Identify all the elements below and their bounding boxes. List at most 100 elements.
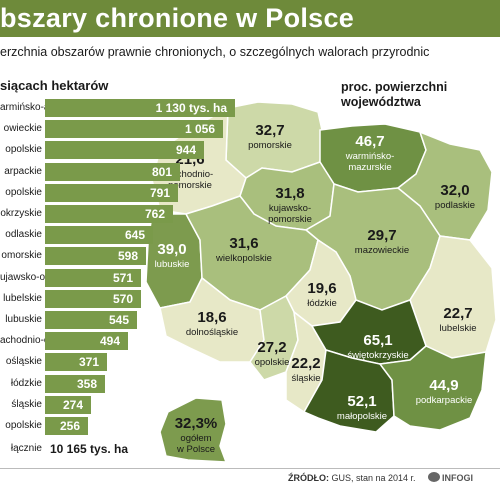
bar: 358 [45, 374, 105, 393]
bar-label: opolskie [5, 144, 42, 156]
bar-label: śląskie [11, 398, 42, 410]
bar-value-label: 570 [112, 291, 133, 306]
bar-row: achodnio-omorskie 494 [0, 331, 240, 351]
bar-value-label: 762 [144, 207, 165, 221]
bar-label: okrzyskie [0, 208, 42, 219]
bar-row: owieckie 1 056 [0, 119, 240, 139]
bar-value-label: 545 [108, 313, 129, 327]
region-name-total: w Polsce [176, 444, 215, 455]
bar-row: armińsko-azurskie 1 130 tys. ha [0, 98, 240, 118]
region-value-kujawsko: 31,8 [275, 185, 304, 202]
footer-divider [0, 468, 500, 469]
bar: 256 [45, 417, 88, 435]
bar-row: ujawsko-omorskie 571 [0, 268, 240, 288]
region-podkarpackie [378, 345, 487, 431]
bar-label: owieckie [3, 123, 42, 135]
map-legend-line-1: proc. powierzchni [341, 80, 448, 94]
region-name-warminsko: mazurskie [348, 162, 391, 173]
region-value-total: 32,3% [175, 415, 218, 432]
bar-label: opolskie [5, 420, 42, 431]
bar: 570 [45, 289, 141, 308]
region-name-malopolskie: małopolskie [337, 411, 387, 422]
bar: 645 [45, 226, 153, 245]
bar-row: opolskie 791 [0, 183, 240, 203]
page-title: bszary chronione w Polsce [0, 3, 355, 33]
bar-row: omorskie 598 [0, 246, 240, 266]
bar: 791 [45, 183, 178, 202]
bar: 494 [45, 332, 128, 351]
bar-label: opolskie [5, 186, 42, 198]
bar-value-label: 256 [59, 419, 80, 433]
region-value-wielkopolskie: 31,6 [229, 235, 258, 252]
bar-value-label: 1 056 [184, 122, 215, 137]
region-name-dolnoslaskie: dolnośląskie [186, 327, 238, 338]
region-name-zachodnio: zachodnio- [167, 169, 213, 180]
region-name-kujawsko: kujawsko- [269, 203, 311, 214]
bar-row: lubuskie 545 [0, 310, 240, 330]
pap-logo-icon [428, 472, 440, 482]
map-legend-line-2: województwa [341, 95, 421, 109]
bar-value-label: 571 [112, 270, 133, 285]
region-value-swietokrzyskie: 65,1 [363, 332, 392, 349]
bar-value-label: 801 [151, 164, 172, 179]
bar-value-label: 358 [76, 376, 97, 391]
region-value-opolskie: 27,2 [257, 339, 286, 356]
bar-row: łódzkie 358 [0, 374, 240, 394]
bar: 944 [45, 141, 204, 160]
region-name-warminsko: warmińsko- [345, 151, 395, 162]
region-name-swietokrzyskie: świętokrzyskie [347, 350, 408, 361]
region-value-lodzkie: 19,6 [307, 280, 336, 297]
bar: 571 [45, 268, 141, 287]
bar-value-label: 1 130 tys. ha [155, 101, 227, 115]
bar-row: arpackie 801 [0, 162, 240, 182]
source-note: ŹRÓDŁO: GUS, stan na 2014 r. [288, 473, 416, 483]
bar-label: ośląskie [5, 356, 42, 368]
bar-value-label: 944 [175, 143, 196, 158]
bar-label: łódzkie [10, 377, 42, 389]
region-value-podkarpackie: 44,9 [429, 377, 458, 394]
map-legend-label: proc. powierzchni województwa [341, 80, 447, 110]
region-name-mazowieckie: mazowieckie [355, 245, 409, 256]
bar-value-label: 645 [124, 228, 145, 243]
source-label: ŹRÓDŁO: [288, 473, 329, 483]
bar-value-label: 371 [78, 355, 99, 370]
bar-label: armińsko-azurskie [0, 102, 82, 113]
region-name-pomorskie: pomorskie [248, 140, 292, 151]
bar-row: okrzyskie 762 [0, 204, 240, 224]
region-value-lubuskie: 39,0 [157, 241, 186, 258]
bar-chart-unit-label: siącach hektarów [0, 78, 109, 93]
region-name-total: ogółem [180, 433, 211, 444]
region-name-kujawsko: pomorskie [268, 214, 312, 225]
region-name-wielkopolskie: wielkopolskie [215, 253, 272, 264]
region-name-podkarpackie: podkarpackie [416, 395, 473, 406]
region-name-lubelskie: lubelskie [440, 323, 477, 334]
total-label: łącznie [10, 443, 42, 455]
title-bar: bszary chronione w Polsce [0, 0, 500, 37]
region-malopolskie [302, 349, 395, 433]
region-name-opolskie: opolskie [255, 357, 290, 368]
bar-row: śląskie 274 [0, 395, 240, 415]
region-total-poland [159, 397, 228, 463]
bar: 371 [45, 353, 107, 372]
bar-label: omorskie [1, 250, 42, 262]
bar-label: lubelskie [3, 292, 42, 304]
region-name-lubuskie: lubuskie [155, 259, 190, 270]
region-value-pomorskie: 32,7 [255, 122, 284, 139]
region-value-slaskie: 22,2 [291, 355, 320, 372]
bar: 762 [45, 205, 173, 223]
total-row: łącznie 10 165 tys. ha [0, 439, 240, 459]
subtitle: erzchnia obszarów prawnie chronionych, o… [0, 45, 430, 59]
bar: 1 056 [45, 120, 223, 139]
region-value-malopolskie: 52,1 [347, 393, 376, 410]
region-value-podlaskie: 32,0 [440, 182, 469, 199]
bar-value-label: 598 [117, 249, 138, 264]
region-name-zachodnio: pomorskie [168, 180, 212, 191]
bar-label: ujawsko-omorskie [0, 271, 81, 283]
bar-row: ośląskie 371 [0, 352, 240, 372]
bar-value-label: 274 [62, 397, 83, 412]
region-value-lubelskie: 22,7 [443, 305, 472, 322]
region-value-dolnoslaskie: 18,6 [197, 309, 226, 326]
total-value: 10 165 tys. ha [50, 442, 129, 457]
bar-row: opolskie 256 [0, 416, 240, 436]
